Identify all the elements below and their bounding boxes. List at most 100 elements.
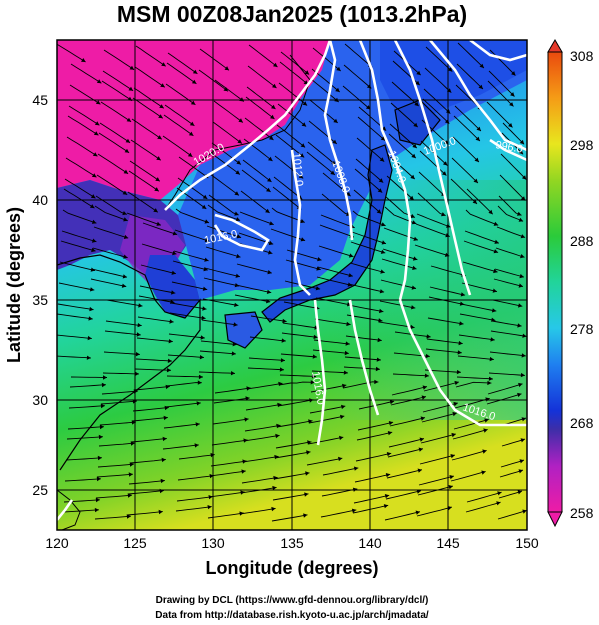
colorbar-tick: 268 <box>570 415 594 431</box>
streamline <box>214 387 251 394</box>
streamline <box>209 470 246 477</box>
streamline <box>387 448 424 458</box>
streamline-arrowhead <box>445 233 450 238</box>
streamline <box>62 209 97 224</box>
streamline-arrowhead <box>380 269 385 274</box>
streamline-arrowhead <box>458 340 463 346</box>
streamline-arrowhead <box>450 454 455 459</box>
streamline <box>357 116 386 141</box>
streamline <box>319 224 355 238</box>
streamline-arrowhead <box>192 69 198 74</box>
streamline-arrowhead <box>493 249 499 254</box>
streamline <box>391 386 428 396</box>
streamline <box>68 105 100 126</box>
streamline-arrowhead <box>521 175 527 180</box>
streamline <box>129 459 166 464</box>
streamline <box>416 506 453 517</box>
streamline-arrowhead <box>317 257 322 262</box>
streamline-arrowhead <box>518 469 523 474</box>
streamline-arrowhead <box>509 102 514 107</box>
streamline-arrowhead <box>126 117 132 122</box>
streamline-arrowhead <box>236 234 242 239</box>
streamline-arrowhead <box>310 380 315 385</box>
streamline-arrowhead <box>339 435 344 441</box>
streamline <box>312 47 341 72</box>
streamline-arrowhead <box>197 380 202 385</box>
streamline <box>135 45 166 67</box>
streamline-arrowhead <box>378 178 384 183</box>
streamline-arrowhead <box>224 66 229 71</box>
streamline-arrowhead <box>281 338 286 343</box>
streamline-arrowhead <box>376 357 381 362</box>
streamline <box>276 420 313 428</box>
streamline <box>490 330 527 337</box>
streamline-arrowhead <box>454 380 459 386</box>
streamline <box>272 186 302 210</box>
streamline <box>353 189 382 214</box>
streamline <box>99 122 131 144</box>
streamline <box>457 42 485 69</box>
streamline-arrowhead <box>336 66 341 71</box>
streamline-arrowhead <box>266 299 271 304</box>
streamline-arrowhead <box>301 122 307 127</box>
streamline <box>428 296 465 305</box>
streamline <box>58 282 95 291</box>
streamline <box>424 67 452 93</box>
streamline <box>94 205 128 222</box>
streamline-arrowhead <box>421 395 426 400</box>
streamline <box>67 115 99 136</box>
streamline-arrowhead <box>128 86 134 91</box>
streamline-arrowhead <box>387 431 393 436</box>
streamline-arrowhead <box>190 100 196 105</box>
streamline <box>97 463 134 468</box>
streamline <box>270 228 306 242</box>
streamline-arrowhead <box>171 270 176 275</box>
streamline <box>454 105 482 132</box>
streamline <box>170 302 207 310</box>
streamline <box>96 174 128 196</box>
streamline <box>314 318 351 326</box>
streamline-arrowhead <box>332 139 337 144</box>
streamline-arrowhead <box>170 290 176 295</box>
streamline <box>422 98 450 124</box>
streamline-arrowhead <box>341 404 346 410</box>
colorbar-tick: 288 <box>570 233 594 249</box>
streamline <box>201 319 238 326</box>
streamline <box>175 506 212 512</box>
streamline <box>132 97 164 119</box>
streamline-arrowhead <box>130 441 135 446</box>
y-tick-label: 30 <box>32 392 48 408</box>
streamline-arrowhead <box>163 415 168 421</box>
streamline <box>67 426 104 430</box>
streamline-arrowhead <box>266 289 272 294</box>
streamline <box>308 120 338 145</box>
streamline-arrowhead <box>441 212 446 217</box>
streamline-arrowhead <box>271 104 276 109</box>
streamline <box>355 158 384 183</box>
streamline-arrowhead <box>412 256 418 261</box>
streamline-arrowhead <box>98 434 103 440</box>
streamline <box>285 259 321 271</box>
streamline <box>173 250 209 262</box>
streamline <box>168 333 205 339</box>
streamline-arrowhead <box>96 476 101 482</box>
streamline <box>138 295 175 303</box>
streamline <box>390 396 427 406</box>
taiwan-coastline <box>57 489 81 530</box>
streamline-arrowhead <box>452 411 457 417</box>
streamline <box>280 51 310 75</box>
streamline-arrowhead <box>89 306 94 312</box>
streamline <box>234 294 271 303</box>
streamline-arrowhead <box>153 208 158 213</box>
y-tick-label: 45 <box>32 92 48 108</box>
streamline-arrowhead <box>345 341 350 346</box>
streamline <box>105 320 142 327</box>
streamline <box>167 354 204 358</box>
streamline-arrowhead <box>234 302 239 307</box>
streamline-arrowhead <box>194 443 199 448</box>
streamline-arrowhead <box>348 253 354 258</box>
streamline <box>272 493 309 501</box>
streamline <box>69 84 101 105</box>
streamline-arrowhead <box>303 80 309 85</box>
streamline <box>127 490 164 495</box>
